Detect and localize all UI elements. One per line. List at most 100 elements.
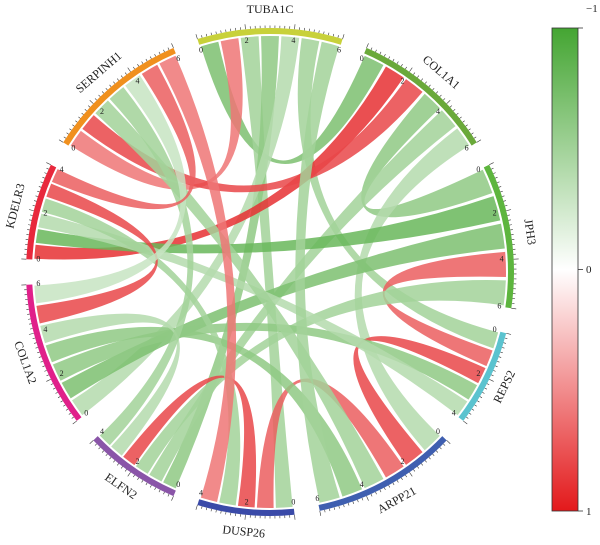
tick-label: 4 — [500, 255, 504, 264]
chord-link — [200, 41, 384, 165]
sector-tick — [98, 447, 101, 450]
sector-tick — [375, 49, 377, 53]
sector-tick — [462, 120, 465, 123]
sector-tick — [171, 495, 174, 501]
tick-label: 0 — [71, 144, 75, 153]
tick-label: 0 — [493, 325, 497, 334]
tick-label: 6 — [465, 144, 469, 153]
sector-tick — [69, 128, 72, 131]
tick-label: 2 — [135, 457, 139, 466]
chord-link — [163, 36, 279, 489]
sector-label-tuba1c: TUBA1C — [247, 2, 294, 16]
sector-tick — [506, 332, 512, 335]
sector-tick — [94, 98, 97, 101]
sector-tick — [489, 378, 494, 382]
sector-tick — [474, 404, 477, 407]
sector-tick — [29, 323, 32, 325]
sector-tick — [28, 332, 34, 335]
sector-tick — [392, 58, 395, 62]
sector-tick — [44, 172, 47, 174]
sector-tick — [496, 181, 500, 184]
sector-tick — [205, 33, 208, 37]
sector-tick — [163, 49, 165, 53]
sector-tick — [72, 420, 77, 425]
sector-tick — [109, 84, 112, 87]
sector-tick — [446, 100, 451, 104]
chord-link — [149, 110, 456, 482]
sector-tick — [417, 466, 420, 469]
colorbar-label-bottom: 1 — [586, 506, 592, 518]
tick-label: 6 — [497, 301, 501, 310]
sector-tick — [171, 43, 174, 49]
sector-tick — [421, 78, 424, 81]
sector-tick — [491, 374, 494, 377]
chord-link — [361, 93, 493, 218]
sector-tick — [66, 132, 69, 135]
sector-tick — [37, 190, 40, 193]
sector-tick — [154, 54, 157, 57]
sector-tick — [500, 351, 503, 354]
sector-tick — [443, 443, 446, 446]
colorbar-gradient — [551, 27, 579, 512]
sector-tick — [116, 463, 119, 466]
sector-tick — [29, 219, 32, 221]
tick-label: 0 — [176, 480, 180, 489]
sector-tick — [42, 365, 45, 368]
sector-tick — [120, 75, 123, 78]
sector-tick — [466, 416, 469, 419]
tick-label: 4 — [43, 325, 47, 334]
sector-tick — [428, 84, 431, 87]
sector-tick — [220, 30, 222, 33]
chord-link — [382, 251, 506, 367]
sector-tick — [63, 136, 67, 139]
sector-tick — [71, 416, 74, 419]
sector-tick — [113, 81, 116, 84]
sector-tick — [409, 472, 413, 477]
sector-tick — [337, 35, 339, 38]
sector-tick — [120, 466, 123, 469]
sector-tick — [435, 91, 439, 94]
sector-tick — [72, 124, 75, 127]
chord-links — [34, 36, 506, 508]
sector-tick — [32, 205, 36, 207]
sector-tick — [133, 474, 135, 478]
sector-tick — [42, 176, 45, 179]
sector-tick — [113, 460, 116, 463]
sector-tick — [413, 72, 416, 75]
sector-tick — [498, 186, 502, 188]
sector-tick — [343, 504, 345, 508]
sector-tick — [63, 404, 66, 407]
sector-tick — [87, 105, 91, 108]
sector-arc-serpinh1 — [63, 47, 176, 146]
sector-tick — [201, 506, 203, 509]
tick-label: 4 — [452, 408, 456, 417]
chord-link — [159, 55, 237, 502]
sector-tick — [78, 116, 81, 119]
chord-link — [52, 322, 478, 400]
colorbar: −1 0 1 — [551, 3, 598, 518]
sector-tick — [498, 356, 502, 358]
chord-link — [353, 336, 486, 465]
sector-label-elfn2: ELFN2 — [102, 470, 140, 502]
sector-tick — [468, 412, 472, 415]
sector-tick — [154, 487, 157, 490]
sector-tick — [294, 24, 296, 30]
sector-tick — [405, 474, 407, 478]
sector-tick — [329, 508, 331, 512]
tick-label: 4 — [360, 480, 364, 489]
sector-tick — [435, 450, 439, 453]
chord-link — [45, 326, 363, 497]
sector-tick — [507, 214, 510, 216]
sector-arc-reps2 — [458, 331, 507, 421]
sector-tick — [149, 485, 152, 488]
sector-tick — [105, 453, 108, 457]
sector-tick — [210, 508, 212, 512]
sector-tick — [46, 374, 49, 377]
sector-tick — [58, 139, 64, 143]
sector-tick — [392, 482, 395, 486]
sector-tick — [318, 30, 320, 33]
tick-label: 2 — [60, 369, 64, 378]
sector-tick — [215, 31, 217, 35]
sector-tick — [504, 337, 508, 339]
sector-tick — [471, 408, 475, 411]
